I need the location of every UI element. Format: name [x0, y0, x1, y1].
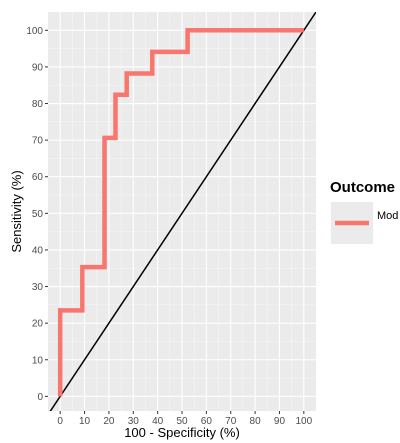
plot-area: [49, 12, 316, 411]
y-tick-label: 40: [32, 245, 44, 256]
y-tick-label: 20: [32, 319, 44, 330]
y-tick-label: 60: [32, 172, 44, 183]
x-axis-title: 100 - Specificity (%): [124, 425, 240, 440]
legend-title: Outcome: [330, 179, 395, 196]
y-tick-label: 90: [32, 62, 44, 73]
x-tick-label: 60: [201, 416, 213, 427]
legend-label: Mod: [377, 210, 398, 222]
reference-diagonal-line: [49, 12, 316, 411]
x-axis-ticks: 0 10 20 30 40 50 60 70 80 90 100: [57, 411, 313, 427]
x-tick-label: 70: [225, 416, 237, 427]
y-axis-ticks: 0 10 20 30 40 50 60 70 80 90 100: [26, 26, 48, 403]
x-tick-label: 10: [79, 416, 91, 427]
x-tick-label: 20: [103, 416, 115, 427]
y-tick-label: 100: [26, 26, 43, 37]
x-tick-label: 30: [128, 416, 140, 427]
roc-curve-line: [57, 28, 304, 397]
y-tick-label: 0: [37, 392, 43, 403]
y-axis-title: Sensitivity (%): [9, 170, 24, 252]
y-tick-label: 30: [32, 282, 44, 293]
x-tick-label: 40: [152, 416, 164, 427]
y-tick-label: 70: [32, 136, 44, 147]
legend: Outcome Mod: [330, 179, 398, 244]
x-tick-label: 80: [250, 416, 262, 427]
y-tick-label: 50: [32, 209, 44, 220]
y-tick-label: 10: [32, 355, 44, 366]
x-tick-label: 50: [176, 416, 188, 427]
y-tick-label: 80: [32, 99, 44, 110]
x-tick-label: 0: [57, 416, 63, 427]
x-tick-label: 90: [274, 416, 286, 427]
x-tick-label: 100: [295, 416, 312, 427]
